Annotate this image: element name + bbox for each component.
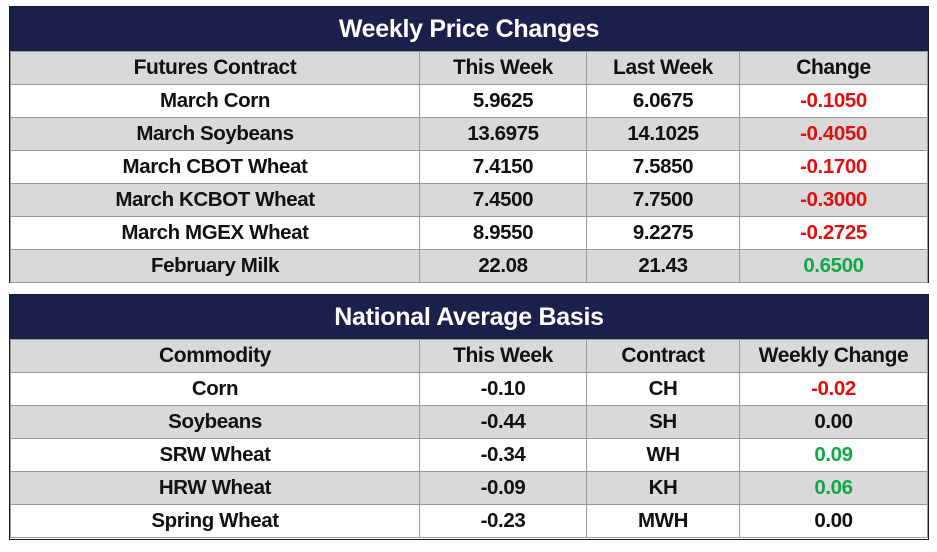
contract-code-cell: WH: [586, 438, 740, 472]
header-this-week: This Week: [419, 51, 587, 85]
table-header-row: Commodity This Week Contract Weekly Chan…: [10, 339, 928, 373]
weekly-change-cell: 0.06: [739, 471, 928, 505]
contract-cell: March KCBOT Wheat: [10, 183, 420, 217]
header-weekly-change: Weekly Change: [739, 339, 928, 373]
contract-code-cell: CH: [586, 372, 740, 406]
basis-table-body: Corn -0.10 CH -0.02 Soybeans -0.44 SH 0.…: [10, 372, 928, 538]
this-week-cell: -0.34: [419, 438, 587, 472]
contract-cell: March CBOT Wheat: [10, 150, 420, 184]
last-week-cell: 21.43: [586, 249, 740, 283]
change-cell: -0.3000: [739, 183, 928, 217]
commodity-cell: Soybeans: [10, 405, 420, 439]
contract-cell: March Soybeans: [10, 117, 420, 151]
last-week-cell: 14.1025: [586, 117, 740, 151]
header-contract: Contract: [586, 339, 740, 373]
contract-code-cell: MWH: [586, 504, 740, 538]
header-commodity: Commodity: [10, 339, 420, 373]
table-row: Spring Wheat -0.23 MWH 0.00: [10, 504, 928, 538]
last-week-cell: 9.2275: [586, 216, 740, 250]
table-row: HRW Wheat -0.09 KH 0.06: [10, 471, 928, 505]
weekly-table-body: March Corn 5.9625 6.0675 -0.1050 March S…: [10, 84, 928, 283]
change-cell: -0.1700: [739, 150, 928, 184]
table-row: March KCBOT Wheat 7.4500 7.7500 -0.3000: [10, 183, 928, 217]
change-cell: -0.2725: [739, 216, 928, 250]
contract-code-cell: KH: [586, 471, 740, 505]
header-this-week: This Week: [419, 339, 587, 373]
contract-cell: March Corn: [10, 84, 420, 118]
header-futures-contract: Futures Contract: [10, 51, 420, 85]
weekly-change-cell: 0.00: [739, 405, 928, 439]
last-week-cell: 6.0675: [586, 84, 740, 118]
national-average-basis-title: National Average Basis: [10, 295, 928, 339]
table-row: Soybeans -0.44 SH 0.00: [10, 405, 928, 439]
this-week-cell: -0.09: [419, 471, 587, 505]
weekly-price-changes-table: Futures Contract This Week Last Week Cha…: [10, 51, 928, 283]
contract-cell: March MGEX Wheat: [10, 216, 420, 250]
table-row: Corn -0.10 CH -0.02: [10, 372, 928, 406]
weekly-price-changes-title: Weekly Price Changes: [10, 7, 928, 51]
last-week-cell: 7.5850: [586, 150, 740, 184]
national-average-basis-panel: National Average Basis Commodity This We…: [9, 294, 929, 540]
change-cell: 0.6500: [739, 249, 928, 283]
weekly-change-cell: 0.00: [739, 504, 928, 538]
commodity-cell: Corn: [10, 372, 420, 406]
this-week-cell: -0.23: [419, 504, 587, 538]
weekly-change-cell: 0.09: [739, 438, 928, 472]
contract-code-cell: SH: [586, 405, 740, 439]
header-change: Change: [739, 51, 928, 85]
commodity-cell: Spring Wheat: [10, 504, 420, 538]
this-week-cell: 13.6975: [419, 117, 587, 151]
weekly-price-changes-panel: Weekly Price Changes Futures Contract Th…: [9, 6, 929, 283]
this-week-cell: -0.10: [419, 372, 587, 406]
change-cell: -0.1050: [739, 84, 928, 118]
table-row: March Soybeans 13.6975 14.1025 -0.4050: [10, 117, 928, 151]
header-last-week: Last Week: [586, 51, 740, 85]
this-week-cell: 7.4150: [419, 150, 587, 184]
contract-cell: February Milk: [10, 249, 420, 283]
this-week-cell: 7.4500: [419, 183, 587, 217]
table-row: SRW Wheat -0.34 WH 0.09: [10, 438, 928, 472]
commodity-cell: SRW Wheat: [10, 438, 420, 472]
table-row: March CBOT Wheat 7.4150 7.5850 -0.1700: [10, 150, 928, 184]
change-cell: -0.4050: [739, 117, 928, 151]
commodity-cell: HRW Wheat: [10, 471, 420, 505]
table-row: March MGEX Wheat 8.9550 9.2275 -0.2725: [10, 216, 928, 250]
this-week-cell: 22.08: [419, 249, 587, 283]
this-week-cell: 5.9625: [419, 84, 587, 118]
weekly-change-cell: -0.02: [739, 372, 928, 406]
table-row: March Corn 5.9625 6.0675 -0.1050: [10, 84, 928, 118]
table-row: February Milk 22.08 21.43 0.6500: [10, 249, 928, 283]
this-week-cell: -0.44: [419, 405, 587, 439]
national-average-basis-table: Commodity This Week Contract Weekly Chan…: [10, 339, 928, 538]
last-week-cell: 7.7500: [586, 183, 740, 217]
this-week-cell: 8.9550: [419, 216, 587, 250]
table-header-row: Futures Contract This Week Last Week Cha…: [10, 51, 928, 85]
